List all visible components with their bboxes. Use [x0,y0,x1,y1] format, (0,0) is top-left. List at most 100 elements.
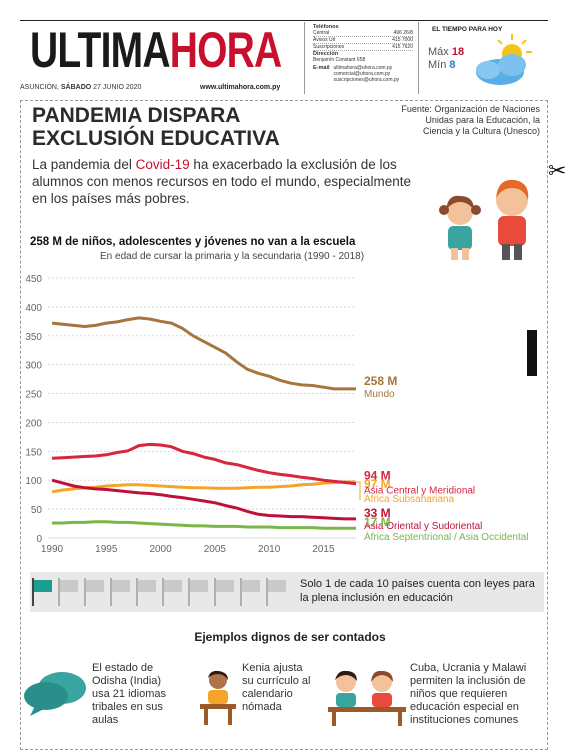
email-link[interactable]: comercial@uhora.com.py [333,71,391,77]
line-chart: 0 50 100 150 200 250 300 350 400 450 1990 1995 2000 2… [25,274,529,555]
source-note: Fuente: Organización de Naciones Unidas … [401,104,540,136]
flag-icon [188,578,208,606]
y-tick-label: 250 [25,390,42,401]
phone-row: Central 496 26/8 [313,30,413,37]
dateline-date: 27 JUNIO 2020 [93,84,142,91]
examples-title: Ejemplos dignos de ser contados [194,630,386,644]
newspaper-logo[interactable]: ULTIMAHORA [30,22,282,78]
email-link[interactable]: suscripciones@uhora.com.py [333,77,400,83]
lead-text: La pandemia del [32,157,136,172]
email-link[interactable]: ultimahora@uhora.com.py [333,65,393,71]
series-end-value: 97 M [364,477,391,491]
y-tick-label: 350 [25,332,42,343]
series-line [52,520,356,530]
logo-part-ultima: ULTIMA [30,22,171,78]
series-line [51,316,356,391]
lead-paragraph: La pandemia del Covid-19 ha exacerbado l… [32,156,412,207]
speech-bubbles-icon [24,672,86,716]
example-text: Kenia ajusta su currículo al calendario … [242,662,311,713]
flag-icon [214,578,234,606]
x-tick-label: 2005 [204,544,227,555]
weather-max-label: Máx [428,46,449,58]
divider [304,22,305,94]
partly-cloudy-icon [476,34,532,85]
phone-row-label: Avisos Url [313,37,336,43]
contact-box: Teléfonos Central 496 26/8 Avisos Url 415 … [313,24,413,83]
inclusion-text: Solo 1 de cada 10 países cuenta con leye… [300,578,535,604]
series-name: Asia Oriental y Sudoriental [364,521,482,532]
weather-title: EL TIEMPO PARA HOY [432,26,503,33]
example-text: El estado de Odisha (India) usa 21 idiom… [92,662,166,726]
y-tick-label: 100 [25,476,42,487]
chart-title: 258 M de niños, adolescentes y jóvenes n… [30,236,356,248]
phone-row-value: 415 7000 [392,37,413,43]
article-frame [20,100,548,750]
address: Benjamín Constant 658 [313,57,366,63]
weather-min-label: Mín [428,59,447,71]
children-illustration [439,179,529,260]
divider [418,22,419,94]
series-end-value: 94 M [364,469,391,483]
phone-row-value: 415 7620 [392,44,413,50]
y-tick-label: 400 [25,303,42,314]
headline-line: PANDEMIA DISPARA [32,104,241,127]
phone-row-label: Suscripciones [313,44,345,50]
students-at-desks-icon [328,670,406,726]
email-label: E-mail [313,65,330,71]
y-tick-label: 450 [25,274,42,285]
flag-icon [240,578,260,606]
flag-icon [84,578,104,606]
phone-row-label: Central [313,30,330,36]
example-text: Cuba, Ucrania y Malawi permiten la inclu… [410,662,527,726]
address-label: Dirección [313,51,339,57]
site-url[interactable]: www.ultimahora.com.py [200,84,281,91]
x-tick-label: 1995 [95,544,118,555]
series-end-value: 17 M [364,515,391,529]
scissors-icon: ✂ [548,158,567,183]
series-name: Asia Central y Meridional [364,486,475,497]
weather-min-value: 8 [449,59,456,71]
lead-highlight: Covid-19 [135,157,190,172]
flag-icon [136,578,156,606]
weather-min: Mín 8 [428,59,456,71]
y-tick-label: 50 [31,505,43,516]
series-end-value: 258 M [364,374,397,388]
side-badge [527,330,537,376]
student-at-desk-icon [200,670,236,725]
weather-max: Máx 18 [428,46,464,58]
series-name: África Subsahariana [364,492,454,505]
series-line [51,480,356,494]
y-tick-label: 0 [36,534,42,545]
series-name: Mundo [364,389,395,400]
series-end-value: 33 M [364,506,391,520]
phone-row: Avisos Url 415 7000 [313,37,413,44]
phones-label: Teléfonos [313,24,339,30]
dateline-place: ASUNCIÓN, [20,84,59,91]
x-tick-label: 2000 [149,544,172,555]
label-connector [356,481,361,500]
flags-row [32,578,286,606]
logo-part-hora: HORA [169,22,282,78]
x-tick-label: 2015 [312,544,335,555]
series-line [51,442,357,486]
flag-icon [266,578,286,606]
dateline: ASUNCIÓN, SÁBADO 27 JUNIO 2020 [20,84,141,91]
flag-icon [110,578,130,606]
headline: PANDEMIA DISPARA EXCLUSIÓN EDUCATIVA [32,104,362,150]
flag-icon [162,578,182,606]
lead-text: ha exacerbado la exclusión de los alumno… [32,157,411,206]
top-rule [20,20,548,21]
y-tick-label: 300 [25,361,42,372]
x-tick-label: 2010 [258,544,281,555]
series-line [51,478,356,521]
dateline-day: SÁBADO [60,84,92,91]
chart-subtitle: En edad de cursar la primaria y la secun… [100,251,365,262]
weather-max-value: 18 [451,46,465,58]
flag-icon [58,578,78,606]
phone-row: Suscripciones 415 7620 [313,44,413,51]
headline-line: EXCLUSIÓN EDUCATIVA [32,127,280,150]
flag-icon [32,578,52,606]
y-tick-label: 200 [25,418,42,429]
series-name: África Septentrional / Asia Occidental [364,530,529,543]
phone-row-value: 496 26/8 [393,30,413,36]
